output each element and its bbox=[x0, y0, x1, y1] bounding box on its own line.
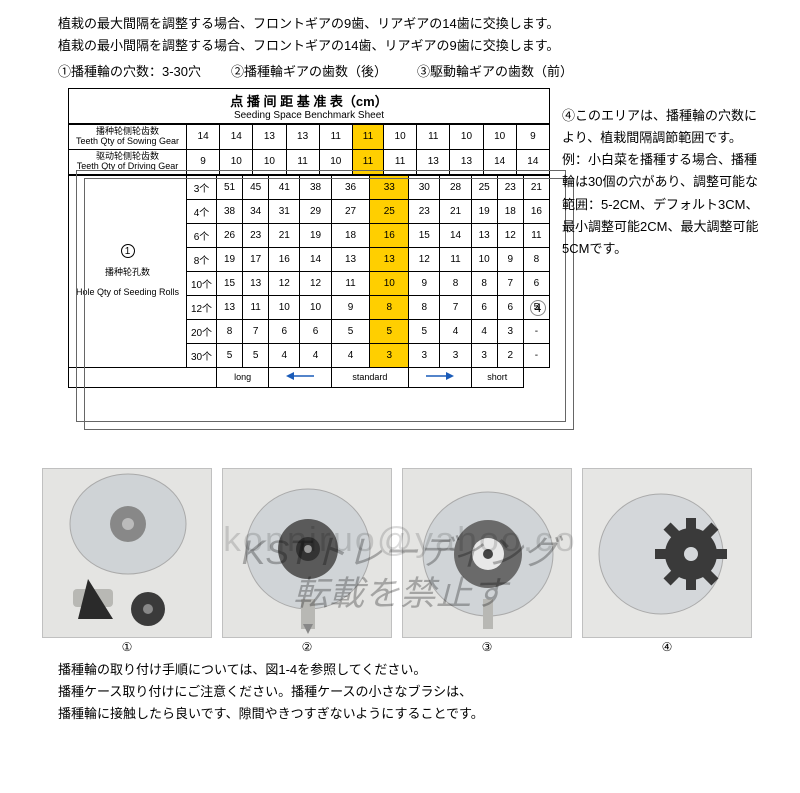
instr-line-1: 植栽の最大間隔を調整する場合、フロントギアの9歯、リアギアの14歯に交換します。 bbox=[58, 14, 742, 34]
photo-3 bbox=[402, 468, 572, 638]
label-2: ②播種輪ギアの歯数（後） bbox=[231, 61, 387, 80]
photo-4 bbox=[582, 468, 752, 638]
arrow-left-icon bbox=[286, 371, 314, 381]
cap-2: ② bbox=[222, 640, 392, 654]
table-title-en: Seeding Space Benchmark Sheet bbox=[69, 110, 549, 121]
seeding-table: 点 播 间 距 基 准 表（cm） Seeding Space Benchmar… bbox=[68, 88, 550, 388]
callout-4: 4 bbox=[530, 300, 546, 316]
cap-4: ④ bbox=[582, 640, 752, 654]
photo-1 bbox=[42, 468, 212, 638]
cap-3: ③ bbox=[402, 640, 572, 654]
arrow-right-icon bbox=[426, 371, 454, 381]
long-label: long bbox=[217, 367, 269, 387]
short-label: short bbox=[471, 367, 523, 387]
cap-1: ① bbox=[42, 640, 212, 654]
instr-line-2: 植栽の最小間隔を調整する場合、フロントギアの14歯、リアギアの9歯に交換します。 bbox=[58, 36, 742, 56]
bottom-instructions: 播種輪の取り付け手順については、図1-4を参照してください。 播種ケース取り付け… bbox=[0, 654, 800, 724]
row-header-1: 播种轮侧轮齿数Teeth Qty of Sowing Gear bbox=[69, 125, 187, 150]
side-explanation: ④このエリアは、播種輪の穴数に より、植栽間隔調節範囲です。 例：小白菜を播種す… bbox=[562, 106, 782, 261]
photo-row bbox=[0, 468, 800, 638]
standard-label: standard bbox=[331, 367, 409, 387]
table-title-cn: 点 播 间 距 基 准 表（cm） bbox=[69, 91, 549, 110]
label-3: ③駆動輪ギアの歯数（前） bbox=[417, 61, 573, 80]
photo-2 bbox=[222, 468, 392, 638]
gear-icon bbox=[655, 518, 727, 590]
side-header: 1 播种轮孔数 Hole Qty of Seeding Rolls bbox=[69, 175, 187, 367]
label-1: ①播種輪の穴数：3-30穴 bbox=[58, 61, 201, 80]
row-header-2: 驱动轮侧轮齿数Teeth Qty of Driving Gear bbox=[69, 149, 187, 174]
